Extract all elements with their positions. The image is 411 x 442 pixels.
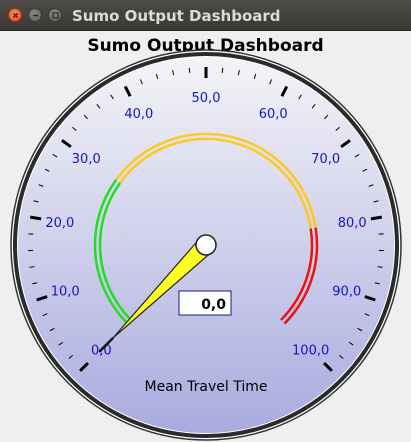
minor-tick: [335, 126, 340, 131]
gauge-needle-tip: [98, 337, 114, 353]
dashboard-title: Sumo Output Dashboard: [87, 36, 324, 56]
tick-label: 30,0: [72, 152, 101, 167]
minor-tick: [374, 282, 380, 285]
gauge-ticks: [28, 67, 384, 372]
minor-tick: [110, 94, 114, 100]
maximize-button[interactable]: [48, 8, 62, 22]
range-arc-yellow-inner: [119, 137, 312, 229]
window-title: Sumo Output Dashboard: [72, 7, 281, 25]
minor-tick: [237, 70, 240, 76]
tick-label: 80,0: [338, 216, 367, 231]
minor-tick: [68, 354, 74, 359]
minor-tick: [140, 79, 143, 85]
minor-tick: [311, 104, 316, 109]
minimize-button[interactable]: [28, 8, 42, 22]
tick-label: 10,0: [51, 285, 80, 300]
tick-label: 40,0: [124, 107, 153, 122]
value-readout-box: [178, 290, 232, 316]
minor-tick: [72, 126, 77, 131]
tick-label: 50,0: [192, 91, 221, 106]
minor-tick: [83, 114, 88, 120]
tick-label: 70,0: [311, 152, 340, 167]
minor-tick: [373, 200, 379, 203]
minor-tick: [324, 114, 329, 120]
tick-label: 90,0: [332, 285, 361, 300]
gauge-needle-hub: [195, 234, 217, 256]
minor-tick: [29, 266, 35, 268]
major-tick: [79, 362, 89, 372]
major-tick: [123, 85, 132, 97]
range-arc-yellow-outer: [115, 132, 317, 228]
tick-label: 100,0: [292, 344, 329, 359]
range-arc-red-inner: [280, 228, 314, 321]
minor-tick: [155, 73, 159, 80]
gauge-ranges: [93, 132, 319, 325]
value-readout: 0,0: [178, 290, 232, 316]
range-arc-green-inner: [98, 181, 132, 321]
minor-tick: [52, 153, 58, 158]
minor-tick: [253, 73, 257, 80]
minor-tick: [377, 266, 383, 268]
minor-tick: [357, 327, 363, 332]
minor-tick: [58, 341, 64, 346]
major-tick: [370, 215, 383, 221]
gauge-label: Mean Travel Time: [145, 379, 268, 395]
minor-tick: [368, 184, 374, 187]
major-tick: [29, 215, 42, 221]
minor-tick: [44, 168, 50, 172]
major-tick: [280, 85, 289, 97]
major-tick: [36, 295, 48, 302]
gauge-tick-labels: 0,0 10,0 20,0 30,0 40,0 50,0 60,0 70,0 80,0 90,0 1…: [45, 91, 366, 359]
minor-tick: [348, 341, 354, 346]
range-arc-green-outer: [93, 179, 129, 325]
maximize-icon: [52, 12, 59, 19]
minor-tick: [364, 313, 370, 317]
minor-tick: [38, 184, 44, 187]
minor-tick: [33, 200, 39, 203]
minor-tick: [172, 70, 175, 76]
major-tick: [340, 139, 351, 149]
tick-label: 60,0: [259, 107, 288, 122]
close-icon: [13, 13, 18, 18]
value-readout-text: 0,0: [201, 297, 226, 313]
minor-tick: [354, 153, 360, 158]
minor-tick: [269, 79, 272, 85]
minor-tick: [96, 104, 101, 109]
close-button[interactable]: [8, 8, 22, 22]
range-arc-red-outer: [283, 227, 319, 325]
tick-label: 20,0: [45, 216, 74, 231]
major-tick: [323, 362, 333, 372]
minor-tick: [49, 327, 55, 332]
minor-tick: [298, 94, 302, 100]
minor-tick: [338, 354, 344, 359]
gauge-bezel: [13, 52, 399, 438]
minimize-icon: [33, 14, 38, 17]
minor-tick: [42, 313, 48, 317]
window-titlebar[interactable]: Sumo Output Dashboard: [0, 0, 411, 31]
major-tick: [364, 295, 376, 302]
major-tick: [61, 139, 72, 149]
minor-tick: [32, 282, 38, 285]
minor-tick: [362, 168, 368, 172]
